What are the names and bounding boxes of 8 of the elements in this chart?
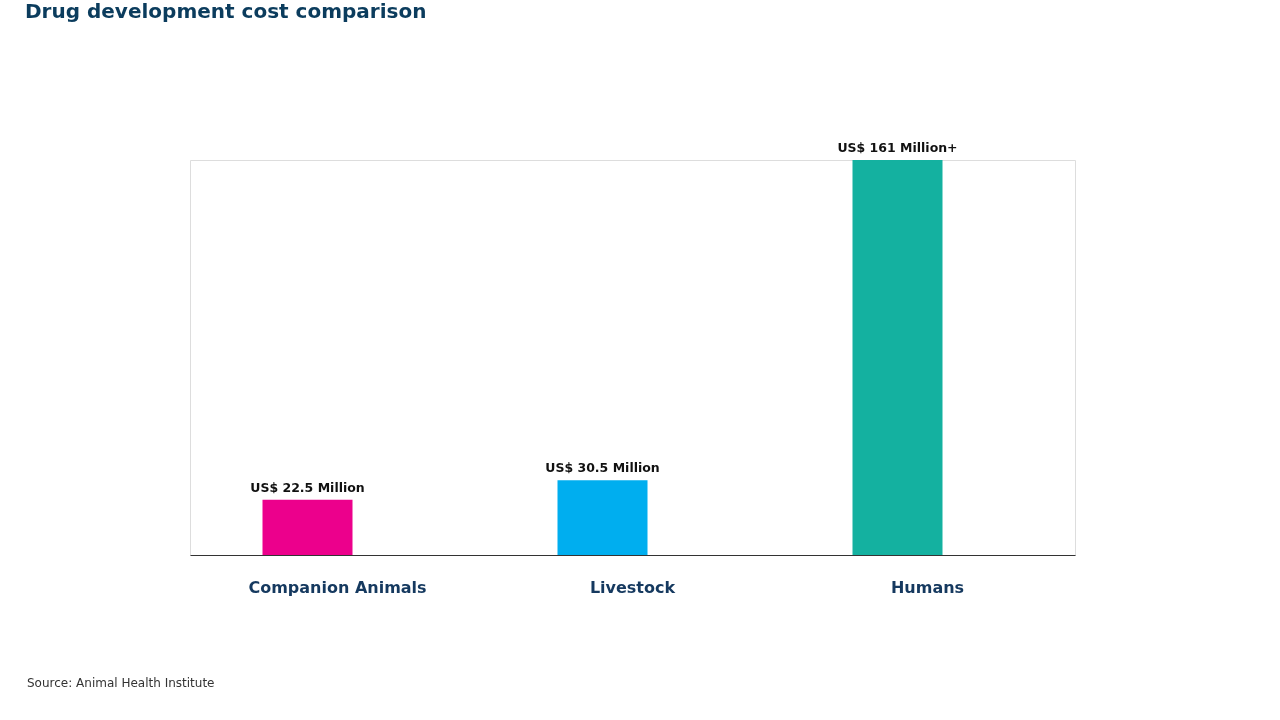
x-tick-label: Companion Animals <box>248 577 427 597</box>
data-label: US$ 22.5 Million <box>250 479 365 495</box>
data-label: US$ 30.5 Million <box>545 460 660 476</box>
source-note: Source: Animal Health Institute <box>27 676 215 690</box>
x-tick-label: Livestock <box>589 577 676 597</box>
data-label: US$ 161 Million+ <box>837 140 958 155</box>
chart-title: Drug development cost comparison <box>25 0 427 23</box>
x-tick-label: Humans <box>890 577 965 597</box>
